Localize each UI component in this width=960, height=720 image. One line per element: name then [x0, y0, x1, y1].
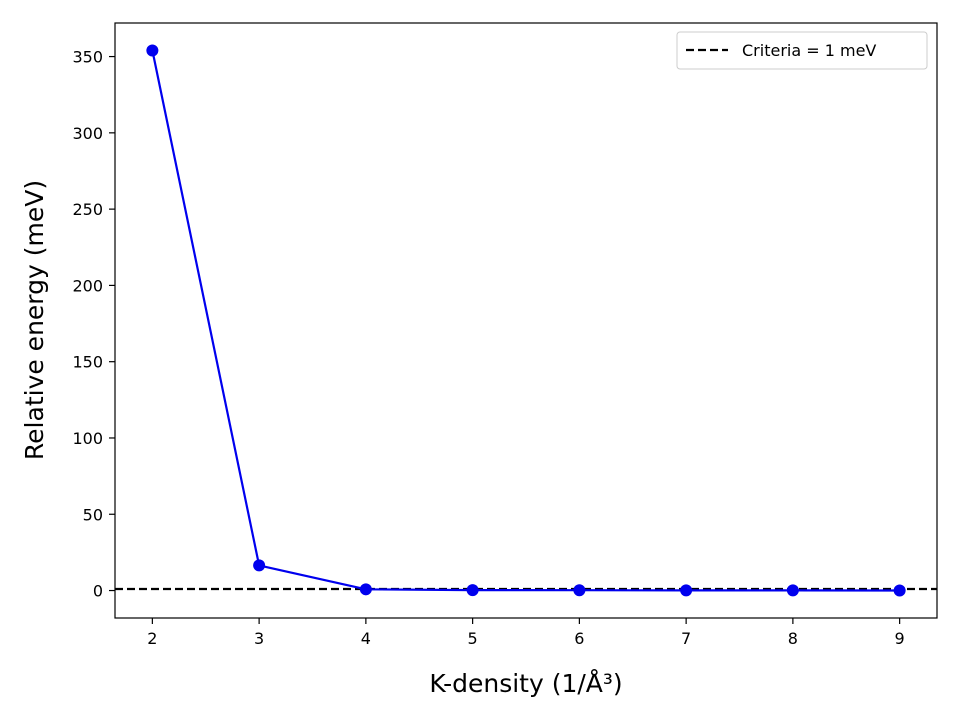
data-point	[680, 584, 693, 597]
y-tick-label: 100	[72, 429, 103, 448]
x-tick-label: 2	[147, 629, 157, 648]
x-tick-label: 7	[681, 629, 691, 648]
data-point	[893, 584, 906, 597]
y-axis-title: Relative energy (meV)	[20, 180, 49, 460]
legend-label: Criteria = 1 meV	[742, 41, 876, 60]
x-tick-label: 6	[574, 629, 584, 648]
series-line	[151, 50, 900, 592]
legend: Criteria = 1 meV	[676, 31, 928, 70]
y-axis: 0 50 100 150 200 250 300 350	[72, 48, 115, 601]
x-tick-label: 4	[361, 629, 371, 648]
data-layer	[115, 44, 937, 597]
data-point	[146, 44, 159, 57]
x-tick-label: 3	[254, 629, 264, 648]
y-tick-label: 150	[72, 353, 103, 372]
plot-frame	[114, 22, 938, 619]
x-tick-label: 8	[788, 629, 798, 648]
x-axis-title: K-density (1/Å³)	[429, 669, 622, 698]
x-axis: 2 3 4 5 6 7 8 9	[147, 618, 905, 648]
data-point	[359, 583, 372, 596]
y-tick-label: 0	[93, 582, 103, 601]
y-tick-label: 250	[72, 200, 103, 219]
x-tick-label: 9	[895, 629, 905, 648]
data-point	[466, 584, 479, 597]
data-point	[253, 559, 266, 572]
y-tick-label: 350	[72, 48, 103, 67]
y-tick-label: 50	[83, 505, 103, 524]
x-tick-label: 5	[468, 629, 478, 648]
y-tick-label: 200	[72, 276, 103, 295]
data-point	[573, 584, 586, 597]
data-point	[786, 584, 799, 597]
legend-box	[676, 31, 928, 70]
y-tick-label: 300	[72, 124, 103, 143]
